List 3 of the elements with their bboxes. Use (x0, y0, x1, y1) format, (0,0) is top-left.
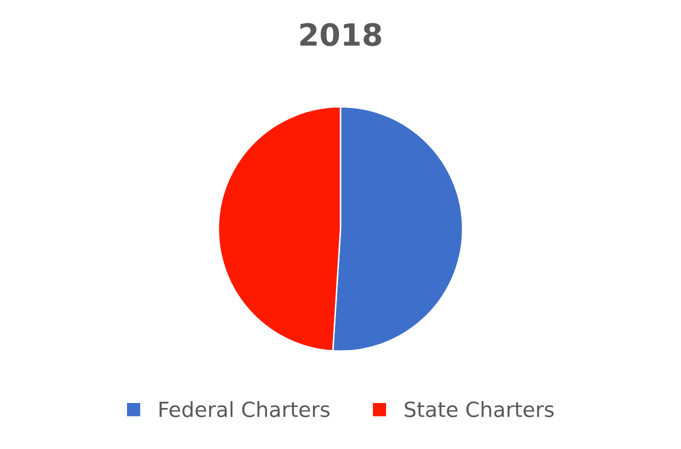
legend-label: Federal Charters (160, 401, 330, 418)
legend-label: State Charters (404, 401, 554, 418)
chart-title: 2018 (300, 22, 382, 46)
